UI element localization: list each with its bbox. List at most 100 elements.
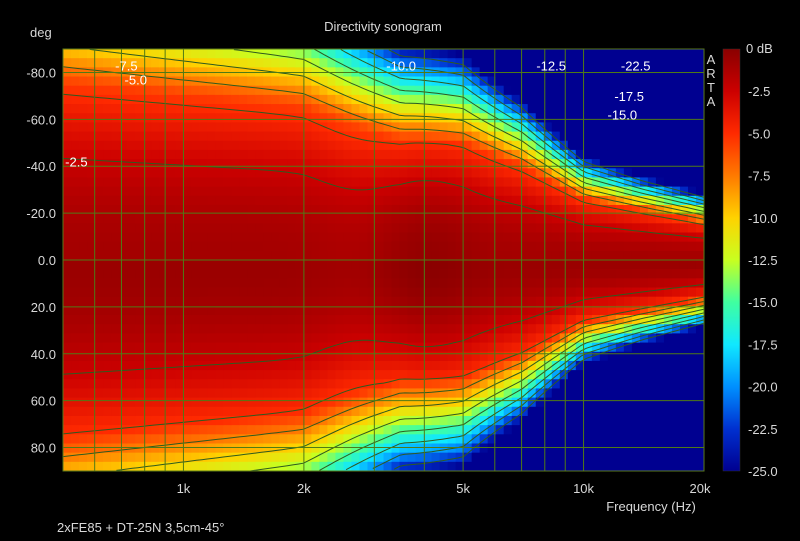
heatmap-cell xyxy=(599,315,609,325)
heatmap-cell xyxy=(231,113,240,123)
heatmap-cell xyxy=(239,397,248,408)
heatmap-cell xyxy=(575,443,585,454)
heatmap-cell xyxy=(647,149,657,160)
heatmap-cell xyxy=(631,333,641,344)
heatmap-cell xyxy=(303,296,312,307)
heatmap-cell xyxy=(239,177,248,188)
heatmap-cell xyxy=(375,168,385,179)
heatmap-cell xyxy=(231,241,240,252)
heatmap-cell xyxy=(135,85,144,96)
heatmap-cell xyxy=(423,388,433,399)
heatmap-cell xyxy=(151,296,160,307)
heatmap-cell xyxy=(359,49,369,59)
heatmap-cell xyxy=(103,140,112,151)
heatmap-cell xyxy=(615,58,625,68)
heatmap-cell xyxy=(343,287,353,298)
heatmap-cell xyxy=(135,370,144,380)
heatmap-cell xyxy=(551,241,561,252)
heatmap-cell xyxy=(479,342,489,353)
heatmap-cell xyxy=(591,461,601,471)
heatmap-cell xyxy=(335,452,345,463)
heatmap-cell xyxy=(623,76,633,87)
heatmap-cell xyxy=(631,278,641,289)
heatmap-cell xyxy=(335,214,345,224)
heatmap-cell xyxy=(231,452,240,463)
heatmap-cell xyxy=(215,388,224,399)
heatmap-cell xyxy=(671,333,681,344)
heatmap-cell xyxy=(447,232,457,243)
heatmap-cell xyxy=(87,204,96,215)
heatmap-cell xyxy=(239,122,248,133)
heatmap-cell xyxy=(199,452,208,463)
heatmap-cell xyxy=(95,452,104,463)
heatmap-cell xyxy=(391,370,401,380)
heatmap-cell xyxy=(623,305,633,316)
heatmap-cell xyxy=(191,269,200,279)
heatmap-cell xyxy=(567,434,577,445)
heatmap-cell xyxy=(319,260,329,270)
heatmap-cell xyxy=(279,296,288,307)
heatmap-area xyxy=(63,49,704,471)
heatmap-cell xyxy=(359,241,369,252)
heatmap-cell xyxy=(343,186,353,197)
heatmap-cell xyxy=(647,223,657,234)
heatmap-cell xyxy=(527,315,537,325)
heatmap-cell xyxy=(303,232,312,243)
heatmap-cell xyxy=(327,452,337,463)
heatmap-cell xyxy=(103,241,112,252)
heatmap-cell xyxy=(183,232,192,243)
heatmap-cell xyxy=(655,85,665,96)
heatmap-cell xyxy=(87,195,96,206)
heatmap-cell xyxy=(79,122,88,133)
heatmap-cell xyxy=(135,58,144,68)
heatmap-cell xyxy=(359,342,369,353)
heatmap-cell xyxy=(519,94,529,105)
heatmap-cell xyxy=(183,379,192,390)
heatmap-cell xyxy=(559,49,569,59)
heatmap-cell xyxy=(263,415,272,426)
heatmap-cell xyxy=(655,406,665,417)
heatmap-cell xyxy=(647,370,657,380)
heatmap-cell xyxy=(215,443,224,454)
heatmap-cell xyxy=(79,333,88,344)
heatmap-cell xyxy=(519,360,529,371)
heatmap-cell xyxy=(463,104,473,114)
heatmap-cell xyxy=(351,406,361,417)
heatmap-cell xyxy=(463,415,473,426)
heatmap-cell xyxy=(263,315,272,325)
heatmap-cell xyxy=(623,177,633,188)
heatmap-cell xyxy=(679,360,689,371)
heatmap-cell xyxy=(391,315,401,325)
heatmap-cell xyxy=(311,58,320,68)
heatmap-cell xyxy=(207,425,216,435)
colorbar-tick-label: -5.0 xyxy=(748,126,770,141)
heatmap-cell xyxy=(255,379,264,390)
heatmap-cell xyxy=(639,58,649,68)
heatmap-cell xyxy=(87,177,96,188)
heatmap-cell xyxy=(647,333,657,344)
heatmap-cell xyxy=(335,140,345,151)
heatmap-cell xyxy=(615,104,625,114)
heatmap-cell xyxy=(343,370,353,380)
heatmap-cell xyxy=(495,49,505,59)
heatmap-cell xyxy=(527,434,537,445)
heatmap-cell xyxy=(423,452,433,463)
heatmap-cell xyxy=(263,287,272,298)
heatmap-cell xyxy=(527,232,537,243)
heatmap-cell xyxy=(399,49,409,59)
heatmap-cell xyxy=(167,379,176,390)
heatmap-cell xyxy=(647,204,657,215)
heatmap-cell xyxy=(583,287,593,298)
heatmap-cell xyxy=(295,122,304,133)
heatmap-cell xyxy=(655,159,665,169)
heatmap-cell xyxy=(439,315,449,325)
heatmap-cell xyxy=(511,278,521,289)
heatmap-cell xyxy=(391,113,401,123)
heatmap-cell xyxy=(487,250,497,261)
heatmap-cell xyxy=(183,269,192,279)
heatmap-cell xyxy=(327,269,337,279)
heatmap-cell xyxy=(591,287,601,298)
heatmap-cell xyxy=(71,260,80,270)
heatmap-cell xyxy=(511,461,521,471)
heatmap-cell xyxy=(167,186,176,197)
